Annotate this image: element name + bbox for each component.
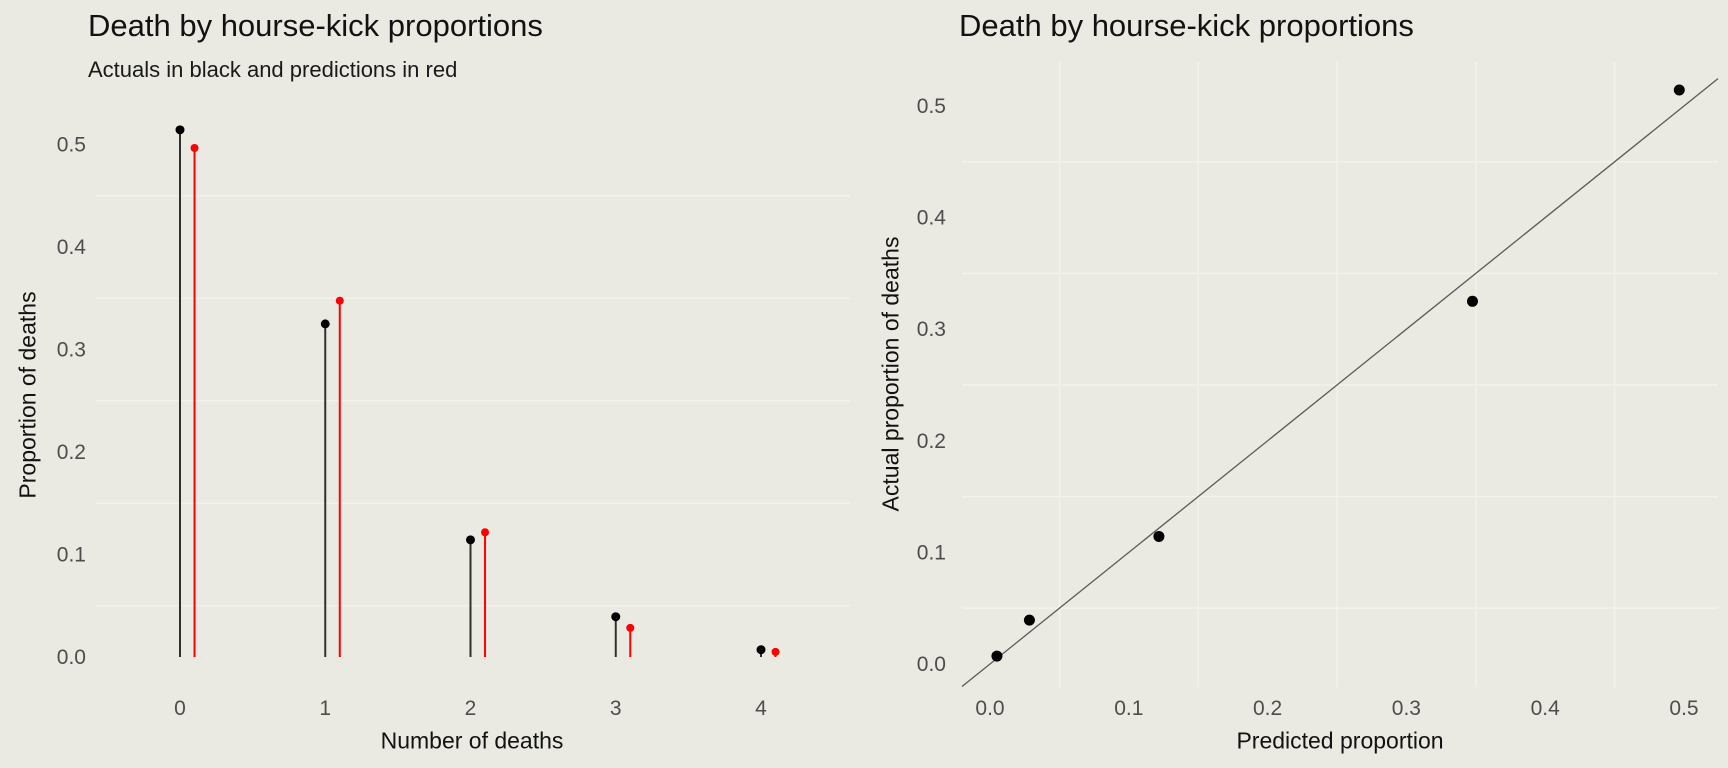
scatter-point [1466,295,1478,307]
right-y-tick-label: 0.5 [917,95,946,118]
left-y-tick-label: 0.1 [57,544,86,567]
identity-line [961,78,1719,688]
right-x-tick-label: 0.4 [1531,697,1561,720]
right-x-tick-label: 0.1 [1114,697,1143,720]
right-x-tick-label: 0.0 [975,697,1004,720]
point-actual [320,319,330,329]
left-y-tick-label: 0.4 [57,236,87,259]
point-predicted [481,528,490,537]
left-chart-title: Death by hourse-kick proportions [88,8,543,43]
right-x-tick-label: 0.5 [1669,697,1698,720]
left-chart-subtitle: Actuals in black and predictions in red [88,57,458,82]
scatter-point [1023,614,1035,626]
right-y-tick-label: 0.3 [917,318,946,341]
left-y-tick-label: 0.3 [57,339,86,362]
point-predicted [335,296,344,305]
left-x-tick-label: 3 [610,697,622,720]
left-x-tick-label: 1 [319,697,331,720]
right-y-axis-title: Actual proportion of deaths [877,236,904,512]
point-predicted [771,647,780,656]
point-actual [611,612,621,622]
left-y-tick-label: 0.2 [57,441,86,464]
right-x-tick-label: 0.3 [1392,697,1421,720]
point-predicted [626,623,635,632]
left-x-axis-title: Number of deaths [380,727,564,754]
left-x-tick-label: 0 [174,697,186,720]
right-y-tick-label: 0.2 [917,430,946,453]
left-y-axis-title: Proportion of deaths [14,291,41,499]
left-x-tick-label: 2 [465,697,477,720]
left-y-tick-label: 0.5 [57,134,86,157]
right-chart-title: Death by hourse-kick proportions [959,8,1414,43]
right-y-tick-label: 0.1 [917,541,946,564]
scatter-point [991,650,1003,662]
point-predicted [190,143,199,152]
right-y-tick-label: 0.0 [917,653,946,676]
point-actual [756,645,766,655]
point-actual [175,125,185,135]
point-actual [466,535,475,545]
scatter-point [1153,530,1165,542]
right-x-tick-label: 0.2 [1253,697,1282,720]
right-y-tick-label: 0.4 [917,207,947,230]
scatter-point [1673,84,1685,96]
left-y-tick-label: 0.0 [57,646,86,669]
right-x-axis-title: Predicted proportion [1236,727,1444,754]
left-x-tick-label: 4 [755,697,767,720]
